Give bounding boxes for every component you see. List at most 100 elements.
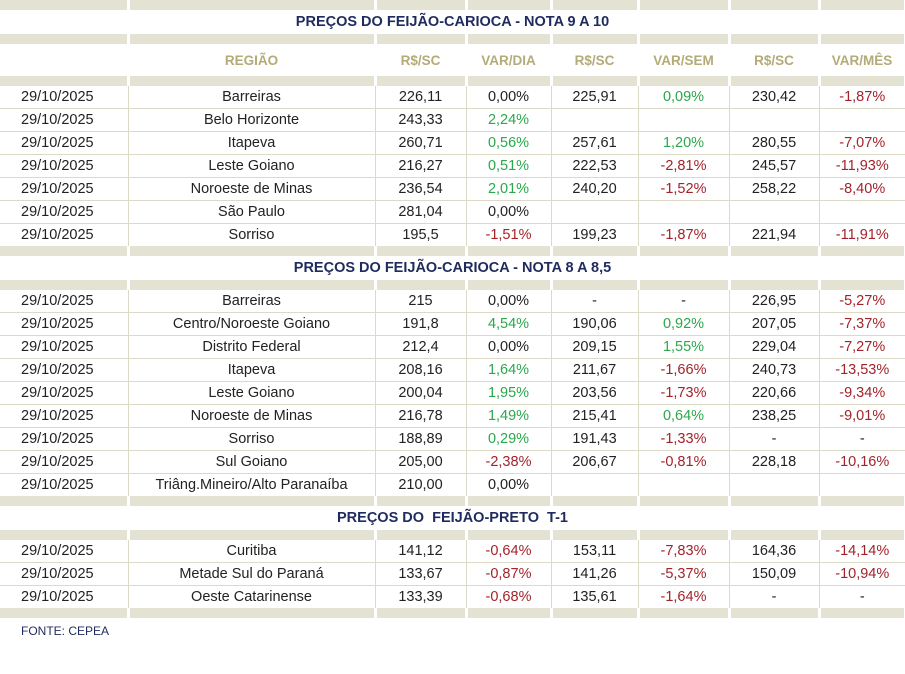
cell-region: Itapeva	[127, 358, 375, 382]
band-cell	[126, 0, 377, 10]
cell-price-day: 260,71	[374, 131, 466, 155]
cell-region: Curitiba	[127, 540, 375, 563]
cell-var-week	[637, 200, 729, 224]
cell-price-month: 280,55	[728, 131, 819, 155]
cell-date: 29/10/2025	[0, 290, 128, 313]
cell-var-month: -8,40%	[818, 177, 905, 201]
header-var-mes: VAR/MÊS	[831, 52, 893, 68]
band-cell	[464, 0, 553, 10]
cell-price-day: 133,39	[374, 585, 466, 608]
band-cell	[549, 280, 640, 290]
cell-var-week: 0,64%	[637, 404, 729, 428]
cell-region: São Paulo	[127, 200, 375, 224]
band-cell	[126, 496, 377, 506]
cell-var-week: -5,37%	[637, 562, 729, 586]
table-row: 29/10/2025 Curitiba 141,12 -0,64% 153,11 -7,8…	[0, 540, 905, 563]
cell-price-week: 206,67	[550, 450, 638, 474]
band-cell	[549, 34, 640, 44]
header-date	[0, 44, 128, 76]
band-cell	[126, 34, 377, 44]
separator-band	[0, 34, 905, 44]
band-cell	[464, 496, 553, 506]
cell-var-month: -11,93%	[818, 154, 905, 178]
cell-date: 29/10/2025	[0, 154, 128, 178]
cell-region: Barreiras	[127, 86, 375, 109]
cell-var-week: 0,09%	[637, 86, 729, 109]
cell-price-week: 225,91	[550, 86, 638, 109]
cell-var-day: -0,64%	[465, 540, 551, 563]
cell-var-week: 0,92%	[637, 312, 729, 336]
table-row: 29/10/2025 Sorriso 188,89 0,29% 191,43 -1,33%…	[0, 427, 905, 451]
table-row: 29/10/2025 Leste Goiano 216,27 0,51% 222,53-…	[0, 154, 905, 178]
separator-band	[0, 530, 905, 540]
band-cell	[817, 280, 905, 290]
section-title: PREÇOS DO FEIJÃO-PRETO T-1	[337, 510, 568, 526]
cell-price-week: 141,26	[550, 562, 638, 586]
cell-var-week: 1,20%	[637, 131, 729, 155]
cell-var-month: -7,37%	[818, 312, 905, 336]
cell-var-month: -13,53%	[818, 358, 905, 382]
cell-price-week: 199,23	[550, 223, 638, 246]
band-cell	[464, 608, 553, 618]
cell-var-month: -11,91%	[818, 223, 905, 246]
cell-price-day: 216,27	[374, 154, 466, 178]
band-cell	[126, 76, 377, 86]
band-cell	[373, 0, 468, 10]
band-cell	[817, 530, 905, 540]
cell-price-week: 191,43	[550, 427, 638, 451]
cell-price-month: -	[728, 427, 819, 451]
table-row: 29/10/2025 Centro/Noroeste Goiano 191,8 4,5…	[0, 312, 905, 336]
cell-var-day: 0,51%	[465, 154, 551, 178]
cell-date: 29/10/2025	[0, 312, 128, 336]
band-cell	[0, 0, 130, 10]
band-cell	[0, 280, 130, 290]
cell-var-month	[818, 200, 905, 224]
band-cell	[817, 246, 905, 256]
band-cell	[817, 76, 905, 86]
band-cell	[636, 76, 731, 86]
band-cell	[373, 496, 468, 506]
band-cell	[549, 246, 640, 256]
band-cell	[636, 246, 731, 256]
table-row: 29/10/2025 Sorriso 195,5 -1,51% 199,23 -1,87%…	[0, 223, 905, 246]
cell-price-month: 258,22	[728, 177, 819, 201]
band-cell	[0, 76, 130, 86]
cell-region: Sorriso	[127, 223, 375, 246]
cell-var-day: 0,00%	[465, 335, 551, 359]
cell-region: Leste Goiano	[127, 154, 375, 178]
band-cell	[126, 280, 377, 290]
cell-var-week: -1,66%	[637, 358, 729, 382]
band-cell	[464, 76, 553, 86]
cell-var-day: 0,00%	[465, 200, 551, 224]
cell-var-week: -1,73%	[637, 381, 729, 405]
cell-var-month: -10,94%	[818, 562, 905, 586]
cell-date: 29/10/2025	[0, 358, 128, 382]
cell-region: Metade Sul do Paraná	[127, 562, 375, 586]
cell-price-month: 220,66	[728, 381, 819, 405]
separator-band	[0, 608, 905, 618]
header-regiao: REGIÃO	[224, 52, 279, 68]
section-title: PREÇOS DO FEIJÃO-CARIOCA - NOTA 8 A 8,5	[293, 260, 612, 276]
cell-var-day: 1,95%	[465, 381, 551, 405]
band-cell	[727, 0, 821, 10]
cell-var-month	[818, 108, 905, 132]
section-title: PREÇOS DO FEIJÃO-CARIOCA - NOTA 9 A 10	[295, 14, 610, 30]
cell-price-week: 209,15	[550, 335, 638, 359]
cell-var-month: -1,87%	[818, 86, 905, 109]
column-header-row: REGIÃO R$/SC VAR/DIA R$/SC VAR/SEM R$/SC VAR/M…	[0, 44, 905, 76]
band-cell	[727, 530, 821, 540]
band-cell	[549, 0, 640, 10]
cell-price-week	[550, 473, 638, 496]
cell-date: 29/10/2025	[0, 177, 128, 201]
cell-date: 29/10/2025	[0, 427, 128, 451]
header-rs3: R$/SC	[754, 52, 794, 68]
cell-price-day: 205,00	[374, 450, 466, 474]
cell-price-week	[550, 200, 638, 224]
header-var-dia: VAR/DIA	[481, 52, 536, 68]
cell-price-month: 164,36	[728, 540, 819, 563]
header-var-sem: VAR/SEM	[653, 52, 714, 68]
cell-price-week: 153,11	[550, 540, 638, 563]
table-row: 29/10/2025 Leste Goiano 200,04 1,95% 203,56-…	[0, 381, 905, 405]
cell-price-day: 212,4	[374, 335, 466, 359]
table-row: 29/10/2025 Itapeva 260,71 0,56% 257,61 1,20% 2…	[0, 131, 905, 155]
